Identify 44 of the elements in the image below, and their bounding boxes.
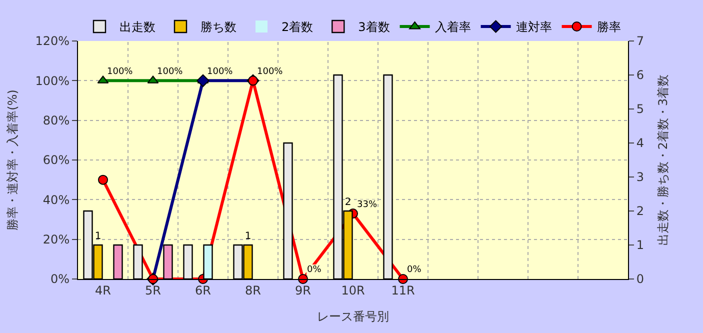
y-tick-label: 120% <box>35 34 70 48</box>
y2-tick-label: 6 <box>636 68 644 82</box>
data-label: 33% <box>357 200 378 210</box>
y-tick-label: 0% <box>50 272 70 286</box>
data-label: 100% <box>107 67 134 77</box>
legend-label: 2着数 <box>282 20 314 34</box>
y-tick-label: 40% <box>42 192 70 207</box>
y2-tick-label: 0 <box>636 272 644 286</box>
x-tick-label: 6R <box>195 283 211 298</box>
x-tick-label: 5R <box>145 283 161 298</box>
x-tick-label: 10R <box>341 283 365 298</box>
y-tick-label: 60% <box>42 153 70 168</box>
y2-tick-label: 5 <box>636 102 644 116</box>
y-axis-title: 勝率・連対率・入着率(%) <box>6 90 20 230</box>
x-tick-label: 8R <box>245 283 261 298</box>
y2-tick-label: 7 <box>636 34 644 48</box>
legend-label: 出走数 <box>120 20 156 34</box>
data-label: 2 <box>344 197 352 208</box>
x-tick-label: 9R <box>295 283 311 298</box>
y2-axis-title: 出走数・勝ち数・2着数・3着数 <box>656 74 670 246</box>
data-label: 0% <box>307 265 322 275</box>
legend-label: 勝率 <box>596 20 621 34</box>
y2-tick-label: 2 <box>636 204 644 218</box>
data-label: 100% <box>257 67 284 77</box>
legend-label: 連対率 <box>516 20 552 34</box>
y2-tick-label: 3 <box>636 170 644 184</box>
y2-tick-label: 1 <box>636 238 644 252</box>
y2-tick-label: 4 <box>636 136 644 150</box>
point <box>196 74 210 88</box>
data-label: 100% <box>157 67 184 77</box>
point <box>98 174 108 185</box>
x-tick-label: 11R <box>391 283 415 298</box>
x-axis-title: レース番号別 <box>317 309 389 324</box>
legend-label: 3着数 <box>358 20 390 34</box>
y-tick-label: 80% <box>42 114 70 128</box>
legend-label: 勝ち数 <box>200 20 236 34</box>
legend-label: 入着率 <box>434 20 471 34</box>
data-label: 0% <box>407 265 422 275</box>
y-tick-label: 100% <box>35 74 70 88</box>
data-label: 100% <box>207 67 234 77</box>
y-tick-label: 20% <box>42 232 70 247</box>
x-tick-label: 4R <box>95 283 111 298</box>
data-label: 1 <box>244 231 252 242</box>
data-label: 1 <box>94 231 102 242</box>
